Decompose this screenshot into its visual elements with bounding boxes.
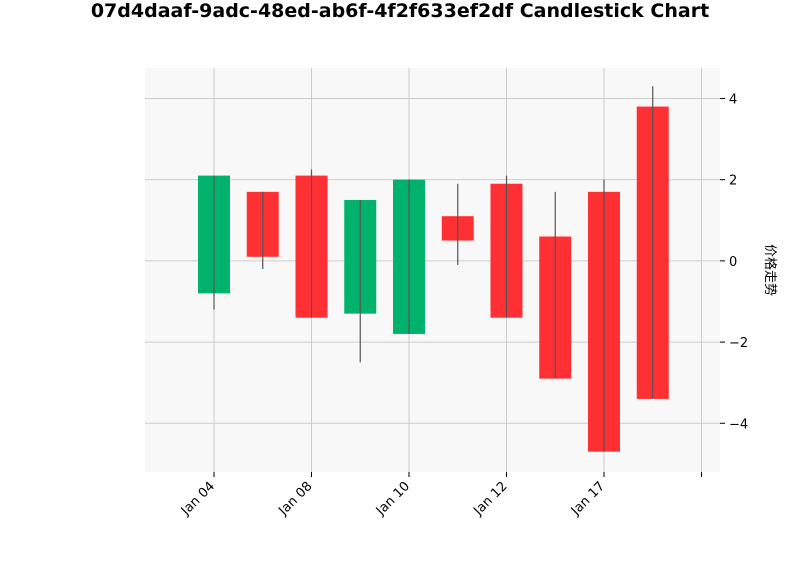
x-tick-label: Jan 17: [568, 479, 608, 519]
x-axis: Jan 04 Jan 08 Jan 10 Jan 12 Jan 17: [178, 472, 702, 519]
candle: [393, 179, 425, 334]
x-tick-label: Jan 10: [373, 479, 413, 519]
x-tick-label: Jan 04: [178, 479, 218, 519]
candle: [441, 183, 474, 265]
candle: [636, 86, 669, 399]
y-tick-label: −2: [729, 336, 748, 351]
candle: [539, 191, 572, 379]
x-tick-label: Jan 08: [275, 479, 315, 519]
y-axis: −4 −2 0 2 4: [720, 92, 748, 432]
y-tick-label: 0: [729, 255, 737, 270]
y-tick-label: 4: [729, 92, 737, 107]
candle: [588, 179, 620, 452]
x-tick-label: Jan 12: [470, 479, 510, 519]
candle: [198, 175, 230, 310]
candle: [490, 175, 523, 318]
chart-title: 07d4daaf-9adc-48ed-ab6f-4f2f633ef2df Can…: [90, 0, 710, 22]
y-tick-label: 2: [729, 174, 737, 189]
candle: [295, 169, 328, 318]
candle: [344, 199, 377, 363]
y-tick-label: −4: [729, 417, 748, 432]
candles: [198, 86, 669, 452]
plot-area: [145, 68, 720, 472]
y-gridlines: [145, 97, 720, 424]
y-axis-label: 价格走势: [762, 244, 778, 296]
candle: [246, 191, 279, 269]
